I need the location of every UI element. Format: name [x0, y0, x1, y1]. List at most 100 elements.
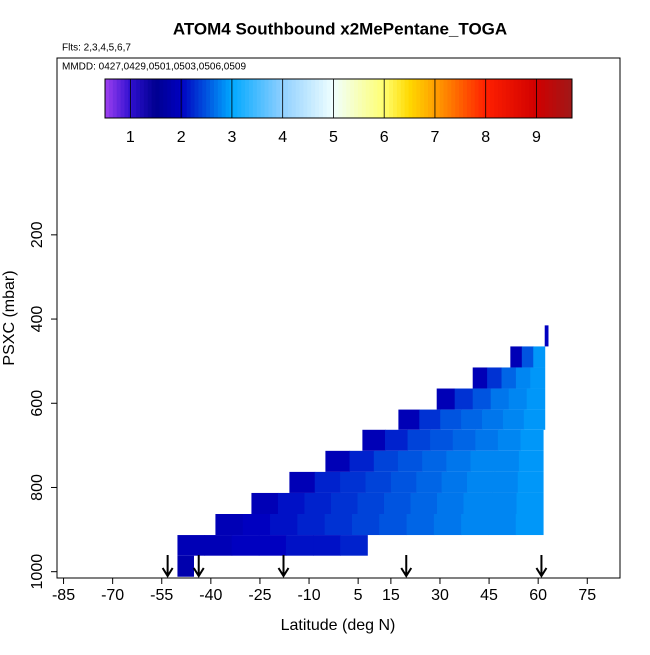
colorbar-segment [120, 79, 125, 118]
colorbar-segment [264, 79, 269, 118]
colorbar-segment [256, 79, 262, 118]
colorbar-segment [521, 79, 526, 118]
colorbar-segment [210, 79, 215, 118]
colorbar-segment [319, 79, 324, 118]
heat-cell [384, 429, 409, 451]
colorbar-segment [455, 79, 460, 118]
heat-cell [461, 409, 483, 430]
x-axis-label: Latitude (deg N) [281, 617, 396, 634]
colorbar-segment [151, 79, 157, 118]
heat-cell [349, 450, 375, 472]
subtitle: Flts: 2,3,4,5,6,7 [62, 43, 131, 54]
y-tick-label: 1000 [29, 554, 46, 590]
colorbar-segment [147, 79, 153, 118]
colorbar-segment [194, 79, 199, 118]
heat-cell [544, 325, 549, 347]
heat-cell [325, 450, 351, 472]
colorbar-segment [342, 79, 347, 118]
colorbar-segment [447, 79, 452, 118]
x-tick-label: 15 [382, 587, 400, 604]
colorbar-segment [439, 79, 445, 118]
colorbar-segment [175, 79, 180, 118]
heat-cell [501, 367, 517, 389]
colorbar-segment [171, 79, 176, 118]
heat-cell [490, 492, 518, 514]
colorbar-segment [498, 79, 503, 118]
marker-arrow [400, 555, 413, 578]
colorbar-segment [307, 79, 312, 118]
colorbar-segment [525, 79, 530, 118]
heat-cell [258, 535, 287, 556]
colorbar-tick-label: 3 [227, 129, 236, 146]
heat-cell [472, 388, 492, 410]
heat-cell [502, 409, 525, 430]
marker-arrow [192, 555, 205, 578]
heat-cell [446, 450, 472, 472]
colorbar-segment [167, 79, 172, 118]
colorbar-segment [287, 79, 293, 118]
heat-cell [521, 346, 534, 368]
heat-cell [373, 450, 399, 472]
x-tick-label: 45 [480, 587, 498, 604]
colorbar-segment [221, 79, 227, 118]
colorbar-frame [104, 78, 573, 119]
colorbar-segment [556, 79, 561, 118]
x-tick-label: -40 [199, 587, 222, 604]
colorbar-segment [463, 79, 468, 118]
heat-cell [494, 450, 520, 472]
colorbar-tick-label: 2 [177, 129, 186, 146]
colorbar-segment [451, 79, 456, 118]
heat-cell [177, 555, 194, 577]
heat-cell [379, 514, 408, 536]
heat-cell [472, 367, 488, 389]
x-tick-label: 30 [431, 587, 449, 604]
colorbar-segment [396, 79, 402, 118]
heat-cell [407, 429, 431, 451]
heat-cell [433, 514, 462, 536]
colorbar-segment [276, 79, 281, 118]
marker-arrow [161, 555, 174, 578]
colorbar-segment [163, 79, 168, 118]
colorbar-segment [490, 79, 495, 118]
colorbar-segment [513, 79, 519, 118]
heat-cell [410, 492, 438, 514]
colorbar-segment [233, 79, 238, 118]
colorbar-segment [381, 79, 386, 118]
colorbar-segment [248, 79, 254, 118]
heat-cell [517, 471, 544, 493]
x-tick-label: 5 [354, 587, 363, 604]
colorbar-segment [501, 79, 507, 118]
x-tick-label: -85 [52, 587, 75, 604]
colorbar-segment [272, 79, 277, 118]
colorbar-segment [326, 79, 332, 118]
heat-cell [270, 514, 298, 536]
colorbar-tick-label: 7 [430, 129, 439, 146]
chart-title: ATOM4 Southbound x2MePentane_TOGA [173, 19, 507, 38]
colorbar-segment [389, 79, 394, 118]
x-tick-label: -55 [150, 587, 173, 604]
annotation: MMDD: 0427,0429,0501,0503,0506,0509 [62, 62, 246, 73]
colorbar-segment [217, 79, 223, 118]
colorbar-segment [478, 79, 483, 118]
heat-cell [177, 535, 206, 556]
heat-cell [215, 514, 244, 536]
colorbar-segment [159, 79, 164, 118]
heat-cell [454, 388, 474, 410]
heat-cell [487, 367, 503, 389]
heat-cell [530, 367, 546, 389]
colorbar-segment [299, 79, 304, 118]
heat-cell [398, 409, 420, 430]
colorbar-segment [334, 79, 339, 118]
heat-cell [285, 535, 314, 556]
colorbar-segment [155, 79, 160, 118]
x-tick-label: 75 [578, 587, 596, 604]
heat-cell [313, 535, 341, 556]
heat-cell [515, 367, 531, 389]
heat-cell [289, 471, 316, 493]
y-tick-label: 600 [29, 390, 46, 417]
colorbar-segment [241, 79, 246, 118]
x-tick-label: 60 [529, 587, 547, 604]
colorbar-tick-label: 1 [126, 129, 135, 146]
heat-cell [297, 514, 326, 536]
